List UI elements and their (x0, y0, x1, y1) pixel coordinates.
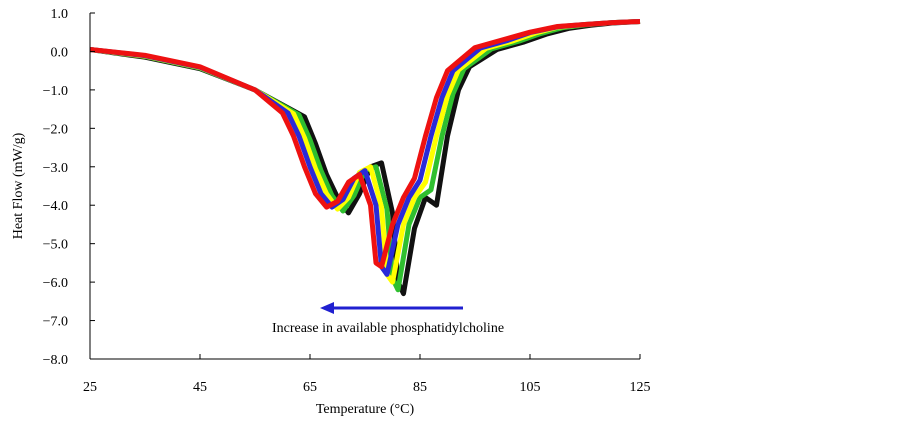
y-tick-label: −8.0 (43, 353, 68, 368)
x-tick-label: 45 (193, 380, 207, 395)
y-tick-label: −1.0 (43, 84, 68, 99)
y-tick-label: −4.0 (43, 199, 68, 214)
x-tick-label: 125 (630, 380, 651, 395)
x-tick-label: 25 (83, 380, 97, 395)
plot-area (89, 19, 641, 297)
y-tick-label: 1.0 (51, 7, 69, 22)
x-tick-label: 105 (520, 380, 541, 395)
annotation: Increase in available phosphatidylcholin… (272, 321, 504, 336)
x-tick-label: 85 (413, 380, 427, 395)
y-tick-label: −2.0 (43, 122, 68, 137)
x-tick-label: 65 (303, 380, 317, 395)
y-axis-title: Heat Flow (mW/g) (11, 132, 26, 239)
y-tick-label: −3.0 (43, 161, 68, 176)
y-tick-label: 0.0 (51, 45, 69, 60)
y-tick-label: −5.0 (43, 238, 68, 253)
series-line (89, 19, 641, 270)
y-tick-label: −7.0 (43, 315, 68, 330)
y-tick-label: −6.0 (43, 276, 68, 291)
x-axis-title: Temperature (°C) (316, 402, 415, 417)
arrow-head (320, 302, 334, 314)
